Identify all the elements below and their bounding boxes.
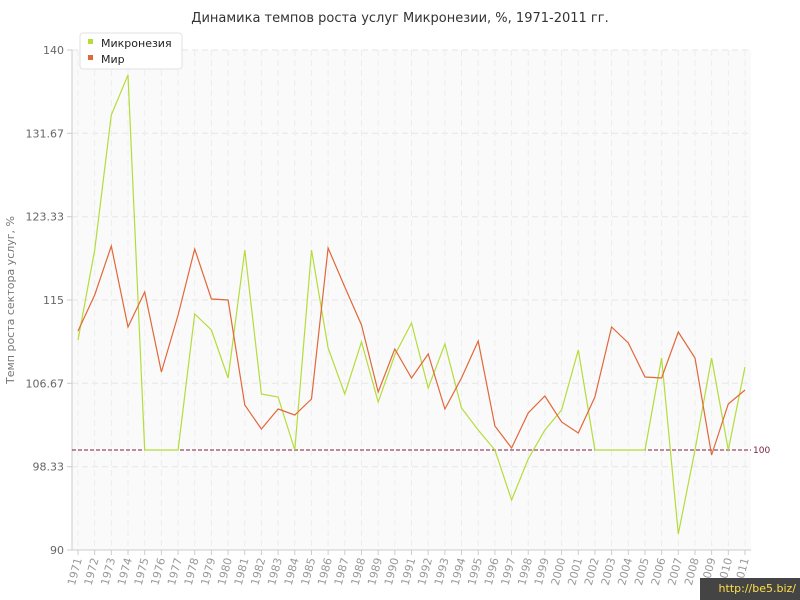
series-line-1[interactable] [77, 243, 746, 456]
y-tick-label: 131.67 [26, 127, 65, 140]
y-tick-label: 123.33 [26, 211, 65, 224]
y-tick-label: 140 [43, 44, 64, 57]
legend-box [79, 32, 183, 70]
y-tick-label: 106.67 [26, 377, 65, 390]
series-group [77, 74, 746, 535]
y-tick-label: 90 [50, 544, 64, 557]
y-axis-label: Темп роста сектора услуг, % [4, 216, 17, 385]
legend-label-micronesia[interactable]: Микронезия [101, 37, 172, 50]
legend[interactable]: Микронезия Мир [79, 32, 183, 70]
reference-line-label: 100 [753, 446, 770, 456]
chart-title: Динамика темпов роста услуг Микронезии, … [191, 11, 608, 26]
y-tick-label: 98.33 [33, 461, 65, 474]
legend-swatch-world [88, 55, 93, 60]
y-tick-labels: 90 98.33 106.67 115 123.33 131.67 140 [26, 44, 72, 557]
legend-swatch-micronesia [88, 39, 93, 44]
y-tick-label: 115 [43, 294, 64, 307]
horizontal-gridlines [72, 49, 751, 468]
watermark-link[interactable]: http://be5.biz/ [700, 578, 800, 600]
x-tick-labels: 1971197219731974197519761977197819791980… [65, 550, 752, 587]
vertical-gridlines [77, 50, 746, 550]
legend-label-world[interactable]: Мир [101, 53, 125, 66]
series-line-0[interactable] [77, 74, 746, 535]
